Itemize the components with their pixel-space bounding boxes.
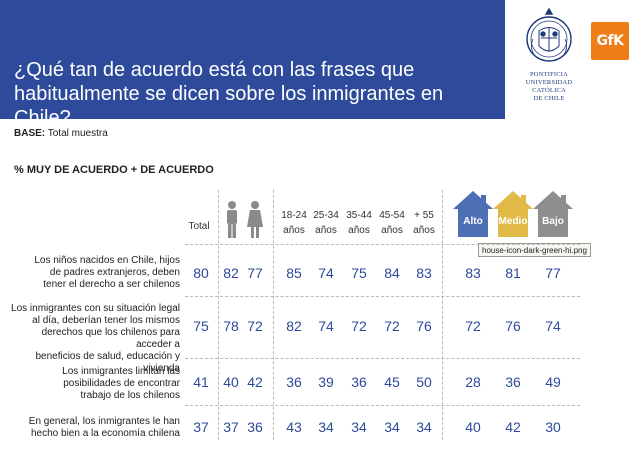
divider — [218, 190, 219, 440]
column-age-25-34: 25-34 años — [313, 210, 339, 236]
divider — [185, 244, 580, 245]
divider — [442, 190, 443, 440]
value-age-45-54: 45 — [384, 374, 400, 390]
value-male: 40 — [223, 374, 239, 390]
divider — [185, 296, 580, 297]
value-total: 37 — [193, 419, 209, 435]
value-female: 42 — [247, 374, 263, 390]
value-medio: 42 — [505, 419, 521, 435]
column-age-18-24: 18-24 años — [281, 210, 307, 236]
value-age-25-34: 74 — [318, 318, 334, 334]
value-age-35-44: 36 — [351, 374, 367, 390]
value-female: 36 — [247, 419, 263, 435]
divider — [185, 358, 580, 359]
male-female-icon — [227, 201, 263, 238]
divider — [185, 405, 580, 406]
value-total: 41 — [193, 374, 209, 390]
value-age-18-24: 85 — [286, 265, 302, 281]
university-crest-icon — [526, 7, 572, 62]
house-medio-icon: Medio — [493, 191, 533, 237]
value-bajo: 49 — [545, 374, 561, 390]
value-age-45-54: 84 — [384, 265, 400, 281]
value-male: 37 — [223, 419, 239, 435]
value-age-35-44: 72 — [351, 318, 367, 334]
value-alto: 83 — [465, 265, 481, 281]
value-age-18-24: 36 — [286, 374, 302, 390]
value-age-55-plus: 50 — [416, 374, 432, 390]
divider — [273, 190, 274, 440]
column-age-45-54: 45-54 años — [379, 210, 405, 236]
value-female: 72 — [247, 318, 263, 334]
section-title: % MUY DE ACUERDO + DE ACUERDO — [14, 164, 214, 176]
value-total: 75 — [193, 318, 209, 334]
page-title: ¿Qué tan de acuerdo está con las frases … — [14, 59, 444, 129]
value-alto: 28 — [465, 374, 481, 390]
column-age-55-plus: + 55 años — [413, 210, 435, 236]
house-bajo-icon: Bajo — [533, 191, 573, 237]
base-note: BASE: Total muestra — [14, 128, 108, 139]
value-bajo: 77 — [545, 265, 561, 281]
value-age-45-54: 34 — [384, 419, 400, 435]
house-bajo-label: Bajo — [542, 216, 564, 227]
row-label: Los inmigrantes limitan las posibilidades… — [62, 366, 180, 401]
column-age-35-44: 35-44 años — [346, 210, 372, 236]
value-alto: 72 — [465, 318, 481, 334]
value-age-25-34: 39 — [318, 374, 334, 390]
row-label: En general, los inmigrantes le han hecho … — [28, 416, 180, 439]
value-female: 77 — [247, 265, 263, 281]
value-male: 82 — [223, 265, 239, 281]
value-bajo: 30 — [545, 419, 561, 435]
value-age-18-24: 82 — [286, 318, 302, 334]
value-medio: 36 — [505, 374, 521, 390]
column-total: Total — [188, 221, 210, 232]
header-band — [0, 0, 505, 119]
value-age-25-34: 34 — [318, 419, 334, 435]
value-medio: 81 — [505, 265, 521, 281]
row-label: Los niños nacidos en Chile, hijos de padr… — [34, 255, 180, 290]
value-male: 78 — [223, 318, 239, 334]
value-age-35-44: 34 — [351, 419, 367, 435]
gfk-logo: GfK — [591, 22, 629, 60]
house-medio-label: Medio — [499, 216, 528, 227]
value-total: 80 — [193, 265, 209, 281]
value-age-55-plus: 76 — [416, 318, 432, 334]
value-bajo: 74 — [545, 318, 561, 334]
house-alto-label: Alto — [463, 216, 482, 227]
image-tooltip: house-icon-dark-green-hi.png — [478, 243, 591, 257]
value-age-35-44: 75 — [351, 265, 367, 281]
house-alto-icon: Alto — [453, 191, 493, 237]
university-name: PONTIFICIA UNIVERSIDAD CATÓLICA DE CHILE — [525, 71, 573, 102]
value-age-18-24: 43 — [286, 419, 302, 435]
value-age-25-34: 74 — [318, 265, 334, 281]
value-age-55-plus: 83 — [416, 265, 432, 281]
row-label: Los inmigrantes con su situación legal al… — [11, 303, 180, 374]
value-age-55-plus: 34 — [416, 419, 432, 435]
value-alto: 40 — [465, 419, 481, 435]
value-medio: 76 — [505, 318, 521, 334]
value-age-45-54: 72 — [384, 318, 400, 334]
